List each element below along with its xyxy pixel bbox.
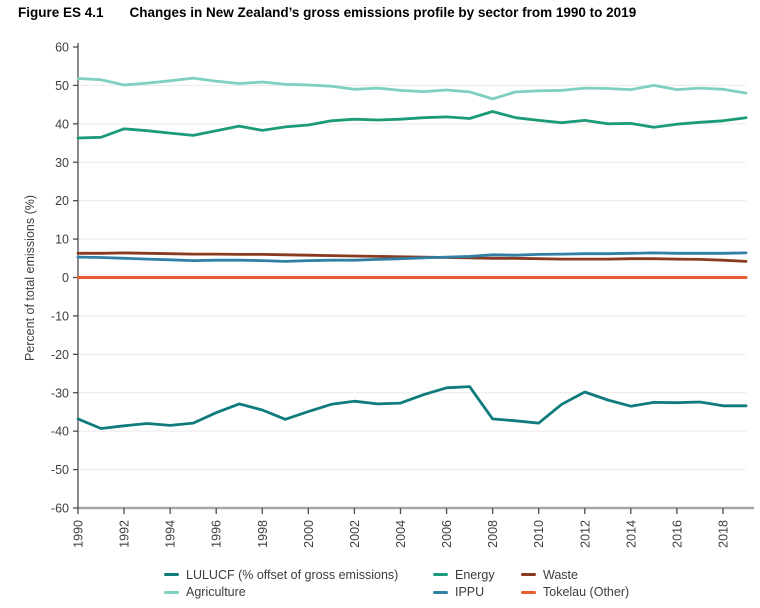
x-tick-label: 2014 xyxy=(624,520,638,548)
legend-label: Tokelau (Other) xyxy=(543,585,630,600)
legend-item: Tokelau (Other) xyxy=(521,584,629,602)
legend-swatch-icon xyxy=(521,590,536,594)
legend-swatch-icon xyxy=(433,590,448,594)
x-tick-label: 2012 xyxy=(578,520,592,548)
y-tick-label: -20 xyxy=(51,348,69,362)
figure-title: Changes in New Zealand’s gross emissions… xyxy=(129,5,637,20)
series-line-energy xyxy=(76,110,748,140)
x-tick-label: 1998 xyxy=(256,520,270,548)
y-tick-label: 60 xyxy=(55,41,69,55)
x-tick-label: 1990 xyxy=(72,520,86,548)
y-tick-label: 10 xyxy=(55,233,69,247)
x-tick-label: 2010 xyxy=(532,520,546,548)
x-tick-label: 2016 xyxy=(670,520,684,548)
y-tick-label: 30 xyxy=(55,156,69,170)
legend-item: Waste xyxy=(521,566,629,584)
series-line-lulucf-offset-of-gross-emissions xyxy=(76,385,748,430)
legend-item: IPPU xyxy=(433,584,521,602)
series-line-ippu xyxy=(76,251,748,263)
y-tick-label: -40 xyxy=(51,425,69,439)
legend-swatch-icon xyxy=(164,573,179,577)
legend-label: LULUCF (% offset of gross emissions) xyxy=(186,567,399,582)
legend-item: Agriculture xyxy=(164,584,433,602)
y-tick-label: 50 xyxy=(55,79,69,93)
x-tick-label: 2006 xyxy=(440,520,454,548)
legend-label: Agriculture xyxy=(186,585,246,600)
y-tick-label: -60 xyxy=(51,502,69,516)
legend-swatch-icon xyxy=(521,573,536,577)
chart-legend: LULUCF (% offset of gross emissions) Agri… xyxy=(164,566,629,601)
x-tick-label: 2008 xyxy=(486,520,500,548)
legend-item: Energy xyxy=(433,566,521,584)
legend-swatch-icon xyxy=(164,590,179,594)
series-line-agriculture xyxy=(76,76,748,101)
x-tick-label: 1994 xyxy=(164,520,178,548)
y-tick-label: 40 xyxy=(55,117,69,131)
x-tick-label: 2004 xyxy=(394,520,408,548)
x-tick-label: 2000 xyxy=(302,520,316,548)
y-tick-label: 0 xyxy=(62,271,69,285)
y-tick-label: -10 xyxy=(51,309,69,323)
x-tick-label: 2018 xyxy=(716,520,730,548)
x-tick-label: 2002 xyxy=(348,520,362,548)
x-tick-label: 1996 xyxy=(210,520,224,548)
x-tick-label: 1992 xyxy=(118,520,132,548)
legend-label: Energy xyxy=(455,567,495,582)
y-tick-label: -50 xyxy=(51,463,69,477)
legend-label: IPPU xyxy=(455,585,485,600)
y-tick-label: 20 xyxy=(55,194,69,208)
legend-label: Waste xyxy=(543,567,578,582)
legend-swatch-icon xyxy=(433,573,448,577)
y-tick-label: -30 xyxy=(51,386,69,400)
figure-label: Figure ES 4.1 xyxy=(18,5,104,20)
legend-item: LULUCF (% offset of gross emissions) xyxy=(164,566,433,584)
figure-header: Figure ES 4.1 Changes in New Zealand’s g… xyxy=(18,5,636,20)
